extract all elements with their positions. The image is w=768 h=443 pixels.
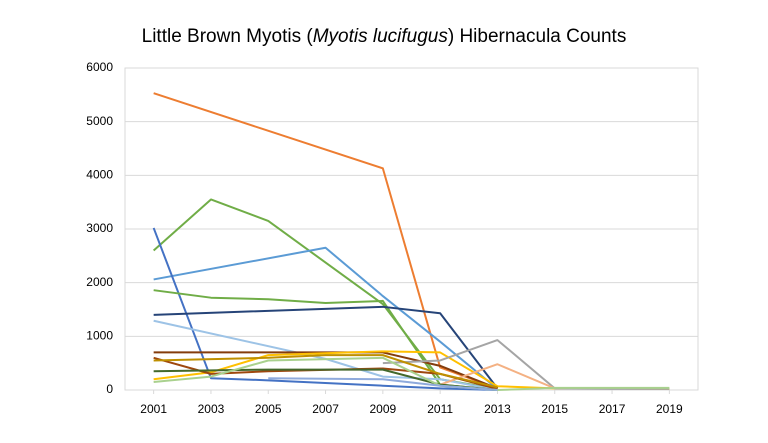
series-line — [153, 354, 498, 389]
x-tick-label: 2003 — [198, 402, 225, 416]
y-tick-label: 4000 — [86, 168, 113, 182]
x-tick-label: 2017 — [599, 402, 626, 416]
x-tick-label: 2011 — [427, 402, 453, 416]
title-part: Little Brown Myotis ( — [142, 26, 314, 47]
series-line — [439, 363, 556, 390]
series-line — [153, 319, 498, 391]
title-part: Myotis lucifugus — [313, 26, 449, 47]
x-tick-label: 2005 — [255, 402, 282, 416]
y-tick-label: 1000 — [86, 329, 113, 343]
x-tick-label: 2015 — [541, 402, 568, 416]
series-line — [268, 377, 498, 391]
x-tick-label: 2013 — [484, 402, 511, 416]
y-tick-label: 0 — [106, 382, 113, 396]
y-tick-label: 6000 — [86, 60, 113, 74]
x-tick-label: 2019 — [656, 402, 683, 416]
y-tick-label: 2000 — [86, 275, 113, 289]
y-tick-label: 3000 — [86, 221, 113, 235]
plot-border — [124, 67, 699, 391]
series-line — [153, 92, 498, 390]
x-tick-label: 2007 — [312, 402, 339, 416]
series-line — [153, 351, 498, 390]
chart-title: Little Brown Myotis (Myotis lucifugus) H… — [142, 26, 627, 47]
x-tick-label: 2001 — [140, 402, 167, 416]
series-line — [382, 339, 670, 390]
x-tick-label: 2009 — [369, 402, 396, 416]
y-tick-label: 5000 — [86, 114, 113, 128]
series-line — [153, 246, 499, 390]
title-part: ) Hibernacula Counts — [448, 26, 626, 47]
